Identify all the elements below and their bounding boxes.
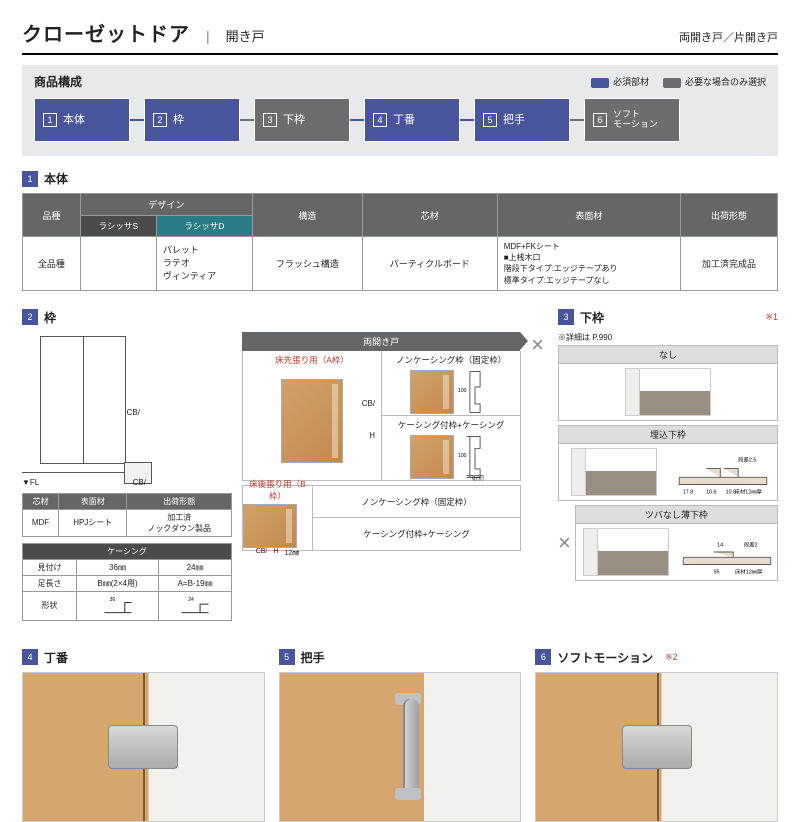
legend-swatch-optional <box>663 78 681 88</box>
chip-6: 6ソフト モーション <box>584 98 680 142</box>
multiply-icon-1: × <box>527 332 548 358</box>
frame-noncasing-label: ノンケーシング枠（固定枠） <box>382 351 520 369</box>
svg-text:24: 24 <box>188 597 194 603</box>
legend-swatch-required <box>591 78 609 88</box>
th-hinshu: 品種 <box>23 194 81 237</box>
td-design-b: パレット ラテオ ヴィンティア <box>156 237 252 291</box>
mini-table-1: 芯材表面材出荷形態 MDFHPJシート加工済 ノックダウン製品 <box>22 493 232 537</box>
svg-text:100: 100 <box>458 453 467 459</box>
title-divider: | <box>206 28 210 44</box>
section-1-badge: 1 <box>22 171 38 187</box>
band-header: 両開き戸 <box>242 332 521 351</box>
th-lasissa-s: ラシッサS <box>80 216 156 237</box>
section-5-label: 5把手 <box>279 649 522 666</box>
legend-required: 必須部材 <box>613 77 649 87</box>
multiply-icon-2: × <box>558 530 571 556</box>
chip-3: 3下枠 <box>254 98 350 142</box>
frame-a-label: 床先張り用（A枠） <box>243 351 381 369</box>
dim-100: 100 <box>458 388 467 394</box>
th-shukka: 出荷形態 <box>681 194 778 237</box>
chip-5: 5把手 <box>474 98 570 142</box>
page-variant: 両開き戸／片開き戸 <box>679 29 778 45</box>
frame-casing-label: ケーシング付枠+ケーシング <box>382 415 520 434</box>
th-shinzai: 芯材 <box>362 194 497 237</box>
section-3-label: 3 下枠 ※1 <box>558 309 778 326</box>
svg-text:95: 95 <box>713 569 719 575</box>
svg-text:段差2: 段差2 <box>744 540 758 548</box>
hinge-image <box>22 672 265 822</box>
section-5-title: 把手 <box>301 649 325 666</box>
hontai-table: 品種 デザイン 構造 芯材 表面材 出荷形態 ラシッサS ラシッサD 全品種 パ… <box>22 193 778 291</box>
svg-text:36: 36 <box>109 597 115 603</box>
section-3-badge: 3 <box>558 309 574 325</box>
td-kouzou: フラッシュ構造 <box>252 237 362 291</box>
section-4-label: 4丁番 <box>22 649 265 666</box>
page-subtitle: 開き戸 <box>226 26 265 45</box>
composition-title: 商品構成 <box>34 73 82 90</box>
shimowaku-3: ツバなし薄下枠 14 段差2 95 床材12㎜厚 <box>575 505 778 581</box>
section-6-title: ソフトモーション <box>557 649 653 666</box>
svg-text:14: 14 <box>717 542 723 548</box>
svg-text:床材12㎜厚: 床材12㎜厚 <box>735 567 763 575</box>
frame-b-label: 床後張り用（B枠） <box>243 478 312 502</box>
sw3-title: ツバなし薄下枠 <box>576 506 777 524</box>
composition-chips: 1本体 2枠 3下枠 4丁番 5把手 6ソフト モーション <box>34 98 766 142</box>
noncasing-thumb <box>410 370 454 414</box>
softmotion-image <box>535 672 778 822</box>
frame-a-thumb <box>281 379 343 463</box>
svg-text:見付け: 見付け <box>472 475 485 482</box>
td-hyoumen: MDF+FKシート ■上桟木口 階段下タイプ:エッジテープあり 標準タイプ:エッ… <box>497 237 680 291</box>
frame-b-row1: ノンケーシング枠（固定枠） <box>313 486 520 519</box>
frame-b-row2: ケーシング付枠+ケーシング <box>313 518 520 550</box>
td-hinshu: 全品種 <box>23 237 81 291</box>
chip-2: 2枠 <box>144 98 240 142</box>
section-3-star: ※1 <box>765 312 778 323</box>
section-2-title: 枠 <box>44 309 56 326</box>
section-1-label: 1 本体 <box>22 170 778 187</box>
section-2-label: 2 枠 <box>22 309 56 326</box>
th-design: デザイン <box>80 194 252 216</box>
mini-table-2: ケーシング 見付け36㎜24㎜ 足長さB㎜(2×4用)A=B-19㎜ 形状 36… <box>22 543 232 621</box>
chip-4: 4丁番 <box>364 98 460 142</box>
shimowaku-note: ※詳細は P.990 <box>558 332 778 343</box>
handle-image <box>279 672 522 822</box>
td-shinzai: パーティクルボード <box>362 237 497 291</box>
section-1-title: 本体 <box>44 170 68 187</box>
frame-b-block: 床後張り用（B枠） CB/H12㎜ ノンケーシング枠（固定枠） ケーシング付枠+… <box>242 485 521 551</box>
svg-text:床材12㎜厚: 床材12㎜厚 <box>734 487 762 495</box>
svg-text:10.6: 10.6 <box>706 489 716 495</box>
page-title: クローゼットドア <box>22 18 190 47</box>
section-4-title: 丁番 <box>44 649 68 666</box>
door-dia-fl: ▼FL <box>22 478 39 487</box>
page-header: クローゼットドア | 開き戸 両開き戸／片開き戸 <box>22 18 778 55</box>
door-dia-cb: CB/ <box>127 408 140 417</box>
th-hyoumen: 表面材 <box>497 194 680 237</box>
casing-thumb <box>410 435 454 479</box>
sw1-title: なし <box>559 346 777 364</box>
chip-1: 1本体 <box>34 98 130 142</box>
section-3-title: 下枠 <box>580 309 604 326</box>
svg-text:段差2.5: 段差2.5 <box>738 455 756 463</box>
svg-text:17.8: 17.8 <box>682 489 692 495</box>
td-design-a <box>80 237 156 291</box>
section-6-star: ※2 <box>665 652 678 663</box>
door-diagram: CB/ CB/ ▼FL <box>22 332 152 487</box>
shimowaku-1: なし <box>558 345 778 421</box>
th-lasissa-d: ラシッサD <box>156 216 252 237</box>
th-kouzou: 構造 <box>252 194 362 237</box>
legend: 必須部材 必要な場合のみ選択 <box>591 75 766 88</box>
section-6-label: 6ソフトモーション ※2 <box>535 649 778 666</box>
door-dia-cb2: CB/ <box>133 478 146 487</box>
legend-optional: 必要な場合のみ選択 <box>685 77 766 87</box>
sw2-title: 埋込下枠 <box>559 426 777 444</box>
td-shukka: 加工済完成品 <box>681 237 778 291</box>
composition-band: 商品構成 必須部材 必要な場合のみ選択 1本体 2枠 3下枠 4丁番 5把手 6ソフト モ… <box>22 65 778 156</box>
shimowaku-2: 埋込下枠 段差2.5 10.6 10.6 17.8 床材12㎜厚 <box>558 425 778 501</box>
section-2-badge: 2 <box>22 309 38 325</box>
